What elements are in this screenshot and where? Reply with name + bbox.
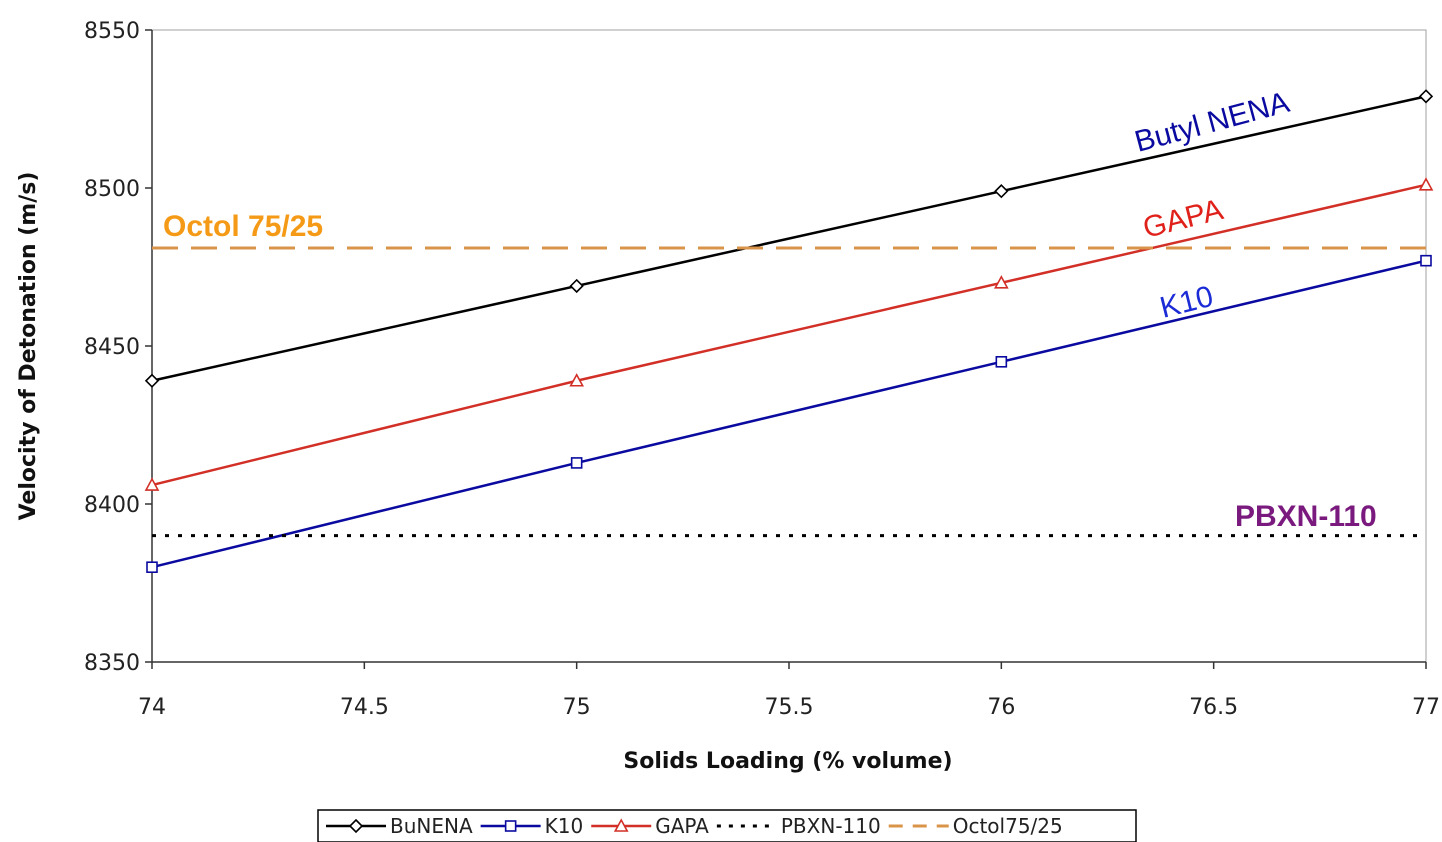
- x-tick-label: 76: [987, 695, 1015, 720]
- data-point-k10: [570, 457, 583, 469]
- plot-area: [151, 29, 1427, 663]
- data-point-gapa: [569, 373, 585, 387]
- y-axis-title: Velocity of Detonation (m/s): [16, 172, 41, 521]
- legend-label-gapa: GAPA: [655, 814, 709, 838]
- series-line-gapa: [151, 183, 1427, 487]
- tick-labels: 8350 8400 8450 8500 8550 74 74.5 75 75.5 76 76.5 77: [84, 19, 1440, 720]
- x-axis-title: Solids Loading (% volume): [623, 749, 952, 774]
- plot-frame: [151, 29, 1427, 663]
- x-tick-label: 74.5: [340, 695, 389, 720]
- data-point-bunena: [144, 373, 160, 388]
- legend-label-pbxn-110: PBXN-110: [781, 814, 881, 838]
- legend-marker-bunena: [348, 818, 364, 834]
- legend-marker-gapa: [613, 818, 629, 832]
- annotation-octol: Octol 75/25: [163, 210, 323, 243]
- legend-label-octol-75-25: Octol75/25: [953, 814, 1063, 838]
- data-point-k10: [1420, 254, 1432, 267]
- data-point-k10: [146, 561, 158, 574]
- legend-box: [317, 809, 1137, 842]
- annotation-pbxn110: PBXN-110: [1235, 500, 1377, 533]
- data-point-bunena: [1418, 89, 1434, 104]
- series-line-bunena: [151, 95, 1427, 382]
- y-tick-label: 8350: [84, 651, 140, 676]
- series-lines: [144, 89, 1434, 574]
- x-tick-label: 75.5: [765, 695, 814, 720]
- x-tick-label: 74: [138, 695, 166, 720]
- x-tick-label: 77: [1412, 695, 1440, 720]
- series-line-k10: [151, 259, 1427, 569]
- legend-marker-k10: [504, 820, 517, 832]
- data-point-bunena: [569, 278, 584, 294]
- data-point-bunena: [994, 184, 1009, 199]
- legend-label-bunena: BuNENA: [390, 814, 473, 838]
- data-point-k10: [995, 355, 1008, 368]
- x-tick-label: 75: [563, 695, 591, 720]
- data-point-gapa: [993, 275, 1009, 289]
- y-tick-label: 8550: [84, 19, 140, 44]
- legend-label-k10: K10: [545, 814, 584, 838]
- data-point-gapa: [1418, 177, 1434, 191]
- data-point-gapa: [144, 477, 160, 491]
- y-tick-label: 8400: [84, 493, 140, 518]
- y-tick-label: 8500: [84, 177, 140, 202]
- y-tick-label: 8450: [84, 335, 140, 360]
- x-tick-label: 76.5: [1189, 695, 1238, 720]
- legend: BuNENA K10 GAPA PBXN-110 Octol75/25: [317, 809, 1137, 842]
